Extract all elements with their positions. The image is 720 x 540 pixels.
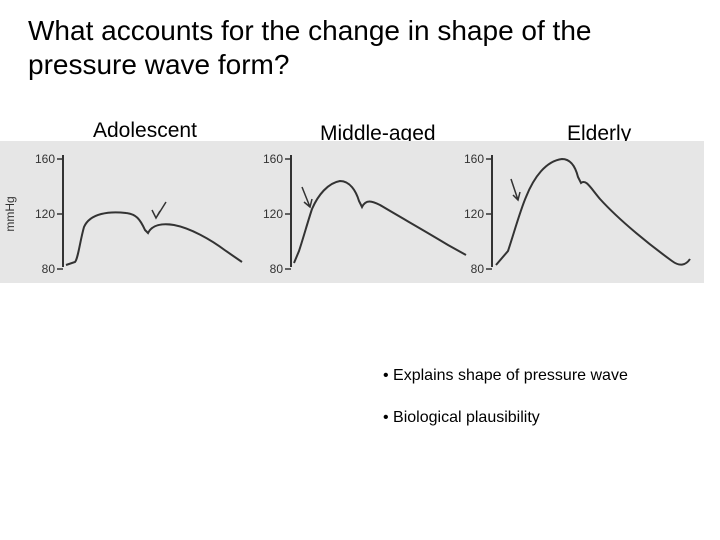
bullet-list: Explains shape of pressure wave Biologic… xyxy=(383,366,628,450)
slide-title: What accounts for the change in shape of… xyxy=(28,15,592,80)
panel-adolescent: 160 120 80 xyxy=(35,152,243,276)
arrow-icon xyxy=(151,201,167,220)
tick-label-120: 120 xyxy=(464,207,484,221)
tick-label-80: 80 xyxy=(471,262,485,276)
label-adolescent: Adolescent xyxy=(93,119,197,142)
label-middle-aged: Middle-aged xyxy=(320,122,436,145)
tick-label-120: 120 xyxy=(263,207,283,221)
bullet-item: Explains shape of pressure wave xyxy=(383,366,628,386)
tick-label-160: 160 xyxy=(35,152,55,166)
figure-background xyxy=(0,141,704,283)
panel-middle-aged: 160 120 80 xyxy=(263,152,467,276)
tick-label-80: 80 xyxy=(42,262,56,276)
arrow-icon xyxy=(301,186,313,209)
waveform-svg: mmHg 160 120 80 160 120 80 xyxy=(0,141,704,283)
waveform-line xyxy=(495,157,691,266)
tick-label-160: 160 xyxy=(263,152,283,166)
y-axis-unit-label: mmHg xyxy=(3,196,17,231)
arrow-icon xyxy=(510,178,521,202)
label-elderly: Elderly xyxy=(567,122,632,145)
bullet-item: Biological plausibility xyxy=(383,408,628,428)
pressure-waveform-figure: mmHg 160 120 80 160 120 80 xyxy=(0,141,704,283)
tick-label-120: 120 xyxy=(35,207,55,221)
tick-label-80: 80 xyxy=(270,262,284,276)
panel-elderly: 160 120 80 xyxy=(464,152,691,276)
tick-label-160: 160 xyxy=(464,152,484,166)
waveform-line xyxy=(65,211,243,266)
waveform-line xyxy=(293,179,467,264)
